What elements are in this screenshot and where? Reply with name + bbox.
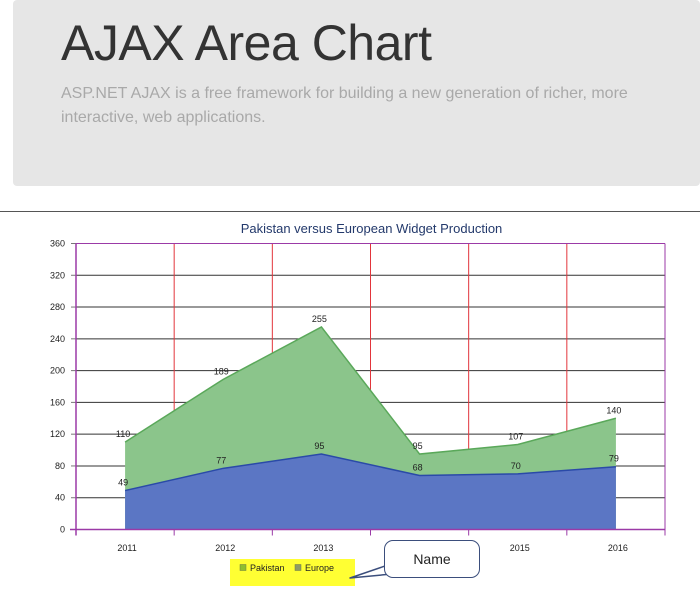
x-tick-label: 2016 xyxy=(608,543,628,553)
callout-pointer xyxy=(349,564,393,579)
y-tick-label: 80 xyxy=(55,461,65,471)
y-tick-label: 360 xyxy=(50,239,65,249)
pakistan-data-label: 95 xyxy=(314,441,324,451)
y-tick-label: 160 xyxy=(50,397,65,407)
europe-data-label: 140 xyxy=(606,405,621,415)
pakistan-area xyxy=(125,454,616,530)
name-callout: Name xyxy=(384,540,480,578)
chart-title: Pakistan versus European Widget Producti… xyxy=(241,221,503,236)
pakistan-data-label: 49 xyxy=(118,478,128,488)
y-tick-label: 320 xyxy=(50,270,65,280)
y-tick-label: 240 xyxy=(50,334,65,344)
pakistan-data-label: 79 xyxy=(609,454,619,464)
callout-label: Name xyxy=(413,551,451,567)
legend-swatch-pakistan xyxy=(239,564,247,571)
legend-background xyxy=(230,559,355,586)
y-tick-label: 200 xyxy=(50,366,65,376)
europe-data-label: 255 xyxy=(312,314,327,324)
y-tick-label: 0 xyxy=(60,525,65,535)
europe-line xyxy=(124,325,617,455)
europe-data-label: 189 xyxy=(214,366,229,376)
x-tick-label: 2015 xyxy=(510,543,530,553)
pakistan-data-label: 77 xyxy=(216,455,226,465)
page-title: AJAX Area Chart xyxy=(61,15,432,71)
x-tick-label: 2011 xyxy=(117,543,136,553)
jumbotron: AJAX Area Chart ASP.NET AJAX is a free f… xyxy=(13,0,700,186)
y-tick-label: 120 xyxy=(50,429,65,439)
europe-data-label: 107 xyxy=(508,431,523,441)
x-tick-label: 2013 xyxy=(313,543,333,553)
x-tick-label: 2012 xyxy=(215,543,235,553)
pakistan-line xyxy=(124,453,616,492)
legend-swatch-europe xyxy=(294,564,302,571)
pakistan-data-label: 70 xyxy=(511,461,521,471)
europe-data-label: 95 xyxy=(413,441,423,451)
divider xyxy=(0,211,700,212)
pakistan-data-label: 68 xyxy=(413,462,423,472)
legend-label-europe: Europe xyxy=(305,563,334,573)
europe-data-label: 110 xyxy=(116,429,130,439)
y-tick-label: 280 xyxy=(50,302,65,312)
area-chart: Pakistan versus European Widget Producti… xyxy=(50,221,666,586)
legend-label-pakistan: Pakistan xyxy=(250,563,285,573)
y-tick-label: 40 xyxy=(55,493,65,503)
page-description: ASP.NET AJAX is a free framework for bui… xyxy=(61,85,628,126)
